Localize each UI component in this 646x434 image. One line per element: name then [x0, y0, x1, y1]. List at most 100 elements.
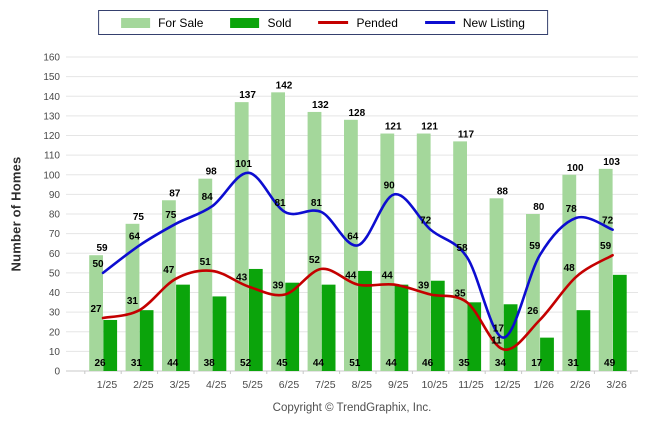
- bar-sold: [394, 284, 409, 371]
- bar-sold: [430, 280, 445, 371]
- for-sale-value-label: 121: [421, 122, 438, 133]
- pended-value-label: 51: [200, 257, 212, 268]
- sold-value-label: 44: [167, 358, 179, 369]
- new-listing-value-label: 72: [602, 216, 614, 227]
- new-listing-value-label: 64: [129, 231, 141, 242]
- bar-sold: [285, 282, 300, 371]
- sold-value-label: 45: [276, 358, 288, 369]
- y-tick-label: 60: [49, 249, 61, 260]
- x-tick-label: 4/25: [206, 379, 227, 391]
- sold-value-label: 49: [604, 358, 616, 369]
- sold-value-label: 44: [313, 358, 325, 369]
- x-tick-label: 3/25: [170, 379, 191, 391]
- legend-item-pended: Pended: [318, 15, 398, 30]
- x-tick-label: 6/25: [279, 379, 300, 391]
- sold-value-label: 17: [531, 358, 543, 369]
- legend-item-sold: Sold: [230, 16, 291, 30]
- legend-item-new-listing: New Listing: [424, 15, 525, 30]
- new-listing-line-swatch-icon: [424, 21, 455, 24]
- for-sale-value-label: 128: [348, 108, 365, 119]
- y-tick-label: 10: [49, 347, 61, 358]
- for-sale-value-label: 100: [567, 163, 584, 174]
- bar-sold: [139, 310, 154, 371]
- legend: For Sale Sold Pended New Listing: [98, 10, 548, 35]
- bar-for-sale: [89, 255, 103, 371]
- for-sale-value-label: 121: [385, 122, 402, 133]
- for-sale-value-label: 103: [603, 157, 620, 168]
- for-sale-value-label: 117: [458, 129, 475, 140]
- copyright-text: Copyright © TrendGraphix, Inc.: [272, 402, 432, 414]
- pended-value-label: 35: [454, 288, 466, 299]
- new-listing-value-label: 59: [529, 241, 541, 252]
- y-tick-label: 90: [49, 190, 61, 201]
- bar-for-sale: [526, 214, 540, 371]
- bar-sold: [358, 270, 372, 371]
- bar-for-sale: [598, 168, 613, 371]
- x-tick-label: 7/25: [315, 379, 336, 391]
- pended-value-label: 39: [272, 280, 284, 291]
- x-tick-label: 2/26: [570, 379, 591, 391]
- y-tick-label: 70: [49, 229, 61, 240]
- y-tick-label: 80: [49, 210, 61, 221]
- y-tick-label: 140: [43, 92, 60, 103]
- new-listing-value-label: 50: [92, 259, 104, 270]
- pended-value-label: 47: [163, 265, 175, 276]
- bar-sold: [212, 296, 227, 371]
- sold-value-label: 31: [568, 358, 580, 369]
- bar-for-sale: [453, 141, 467, 371]
- pended-value-label: 26: [527, 306, 539, 317]
- x-tick-label: 5/25: [242, 379, 263, 391]
- y-tick-label: 50: [49, 268, 61, 279]
- y-tick-label: 100: [43, 170, 60, 181]
- y-tick-label: 40: [49, 288, 61, 299]
- legend-label-pended: Pended: [356, 15, 398, 30]
- x-tick-label: 9/25: [388, 379, 409, 391]
- for-sale-value-label: 75: [133, 212, 145, 223]
- new-listing-value-label: 72: [420, 216, 432, 227]
- for-sale-value-label: 80: [533, 202, 545, 213]
- legend-label-new-listing: New Listing: [462, 15, 525, 30]
- sold-value-label: 34: [495, 358, 507, 369]
- new-listing-value-label: 81: [311, 198, 323, 209]
- bar-sold: [103, 319, 118, 371]
- new-listing-value-label: 81: [274, 198, 286, 209]
- bar-sold: [540, 337, 554, 371]
- sold-value-label: 51: [349, 358, 361, 369]
- new-listing-value-label: 78: [566, 204, 578, 215]
- y-tick-label: 30: [49, 308, 61, 319]
- for-sale-value-label: 137: [239, 90, 256, 101]
- sold-value-label: 35: [458, 358, 470, 369]
- y-tick-label: 150: [43, 72, 60, 83]
- pended-value-label: 27: [90, 304, 102, 315]
- bar-sold: [612, 274, 627, 371]
- bar-sold: [176, 284, 190, 371]
- for-sale-value-label: 98: [206, 167, 218, 178]
- for-sale-value-label: 87: [169, 188, 181, 199]
- bar-for-sale: [125, 223, 140, 371]
- y-tick-label: 110: [44, 151, 60, 162]
- pended-value-label: 48: [564, 263, 576, 274]
- sold-value-label: 46: [422, 358, 434, 369]
- new-listing-value-label: 17: [493, 324, 505, 335]
- bar-sold: [321, 284, 336, 371]
- legend-label-for-sale: For Sale: [158, 15, 204, 30]
- new-listing-value-label: 64: [347, 231, 359, 242]
- pended-value-label: 52: [309, 255, 321, 266]
- x-tick-label: 11/25: [458, 379, 484, 391]
- new-listing-value-label: 75: [165, 210, 177, 221]
- for-sale-value-label: 88: [497, 186, 509, 197]
- pended-value-label: 59: [600, 241, 612, 252]
- for-sale-swatch-icon: [121, 17, 151, 28]
- bar-for-sale: [307, 111, 322, 371]
- x-tick-label: 1/26: [534, 379, 555, 391]
- sold-swatch-icon: [230, 17, 260, 28]
- x-tick-label: 3/26: [606, 379, 627, 391]
- for-sale-value-label: 59: [96, 243, 108, 254]
- pended-value-label: 44: [345, 271, 357, 282]
- y-tick-label: 120: [43, 131, 60, 142]
- line-pended: [101, 253, 614, 351]
- x-tick-label: 2/25: [133, 379, 154, 391]
- bar-for-sale: [416, 133, 431, 371]
